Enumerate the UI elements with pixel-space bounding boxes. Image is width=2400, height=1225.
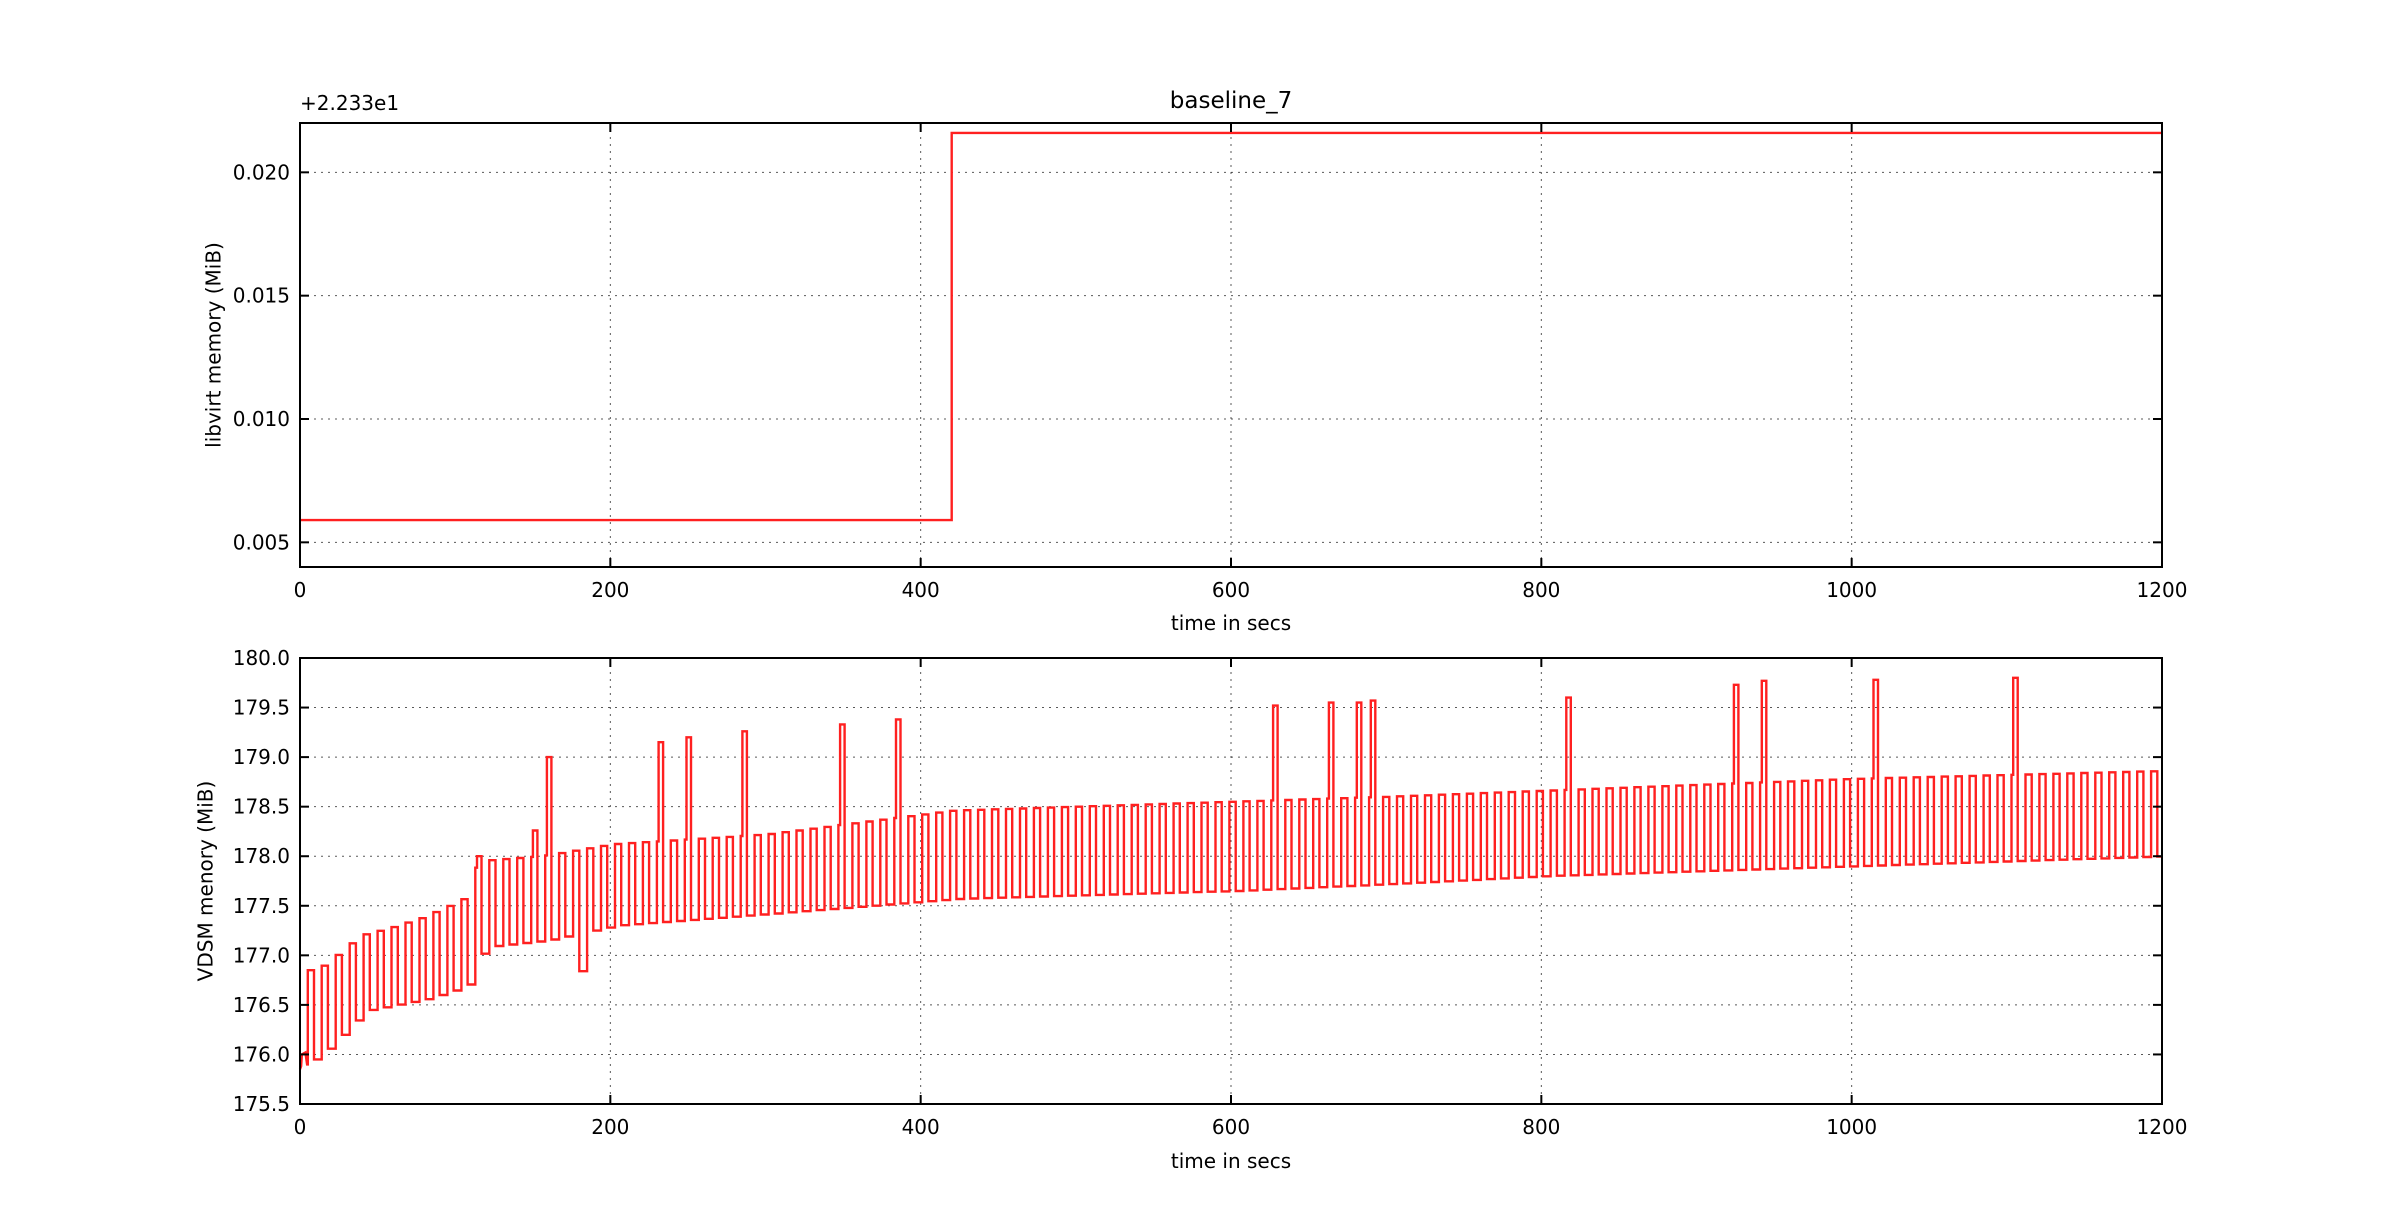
x-tick-label: 0 bbox=[294, 578, 307, 602]
y-tick-label: 179.5 bbox=[233, 696, 290, 720]
libvirt-memory-line bbox=[300, 131, 2162, 522]
x-tick-label: 1200 bbox=[2137, 1115, 2188, 1139]
ticks: 0 200 400 600 800 1000 1200 0.005 0.010 0.015 0.02… bbox=[233, 123, 2188, 602]
y-tick-label: 178.5 bbox=[233, 795, 290, 819]
bottom-chart-area: 0 200 400 600 800 1000 1200 175.5 176.0 176.5 177.… bbox=[233, 646, 2188, 1139]
top-chart-title: baseline_7 bbox=[1169, 88, 1293, 114]
x-tick-label: 1000 bbox=[1826, 578, 1877, 602]
y-tick-label: 175.5 bbox=[233, 1092, 290, 1116]
axes-frame bbox=[299, 122, 2163, 568]
y-tick-label: 178.0 bbox=[233, 844, 290, 868]
x-tick-label: 1200 bbox=[2137, 578, 2188, 602]
x-tick-label: 400 bbox=[902, 1115, 940, 1139]
y-tick-label: 177.5 bbox=[233, 894, 290, 918]
x-tick-label: 800 bbox=[1522, 1115, 1560, 1139]
x-tick-label: 400 bbox=[902, 578, 940, 602]
top-chart-area: 0 200 400 600 800 1000 1200 0.005 0.010 0.015 0.02… bbox=[233, 122, 2188, 602]
ticks: 0 200 400 600 800 1000 1200 175.5 176.0 176.5 177.… bbox=[233, 646, 2188, 1139]
x-tick-label: 0 bbox=[294, 1115, 307, 1139]
y-tick-label: 176.0 bbox=[233, 1042, 290, 1066]
y-tick-label: 0.010 bbox=[233, 407, 290, 431]
top-chart-x-axis-label: time in secs bbox=[1170, 611, 1292, 635]
grid bbox=[299, 123, 2163, 567]
bottom-chart-y-axis-label: VDSM menory (MiB) bbox=[193, 780, 218, 982]
x-tick-label: 600 bbox=[1212, 578, 1250, 602]
x-tick-label: 800 bbox=[1522, 578, 1560, 602]
y-tick-label: 0.005 bbox=[233, 530, 290, 554]
x-tick-label: 1000 bbox=[1826, 1115, 1877, 1139]
x-tick-label: 200 bbox=[591, 578, 629, 602]
bottom-chart-x-axis-label: time in secs bbox=[1170, 1149, 1292, 1173]
top-chart-y-axis-label: libvirt memory (MiB) bbox=[201, 242, 226, 448]
y-tick-label: 0.015 bbox=[233, 284, 290, 308]
y-tick-label: 0.020 bbox=[233, 160, 290, 184]
y-tick-label: 176.5 bbox=[233, 993, 290, 1017]
y-tick-label: 177.0 bbox=[233, 943, 290, 967]
x-tick-label: 200 bbox=[591, 1115, 629, 1139]
x-tick-label: 600 bbox=[1212, 1115, 1250, 1139]
top-chart-y-offset-label: +2.233e1 bbox=[300, 91, 400, 115]
y-tick-label: 179.0 bbox=[233, 745, 290, 769]
y-tick-label: 180.0 bbox=[233, 646, 290, 670]
vdsm-memory-line bbox=[298, 676, 2162, 1070]
